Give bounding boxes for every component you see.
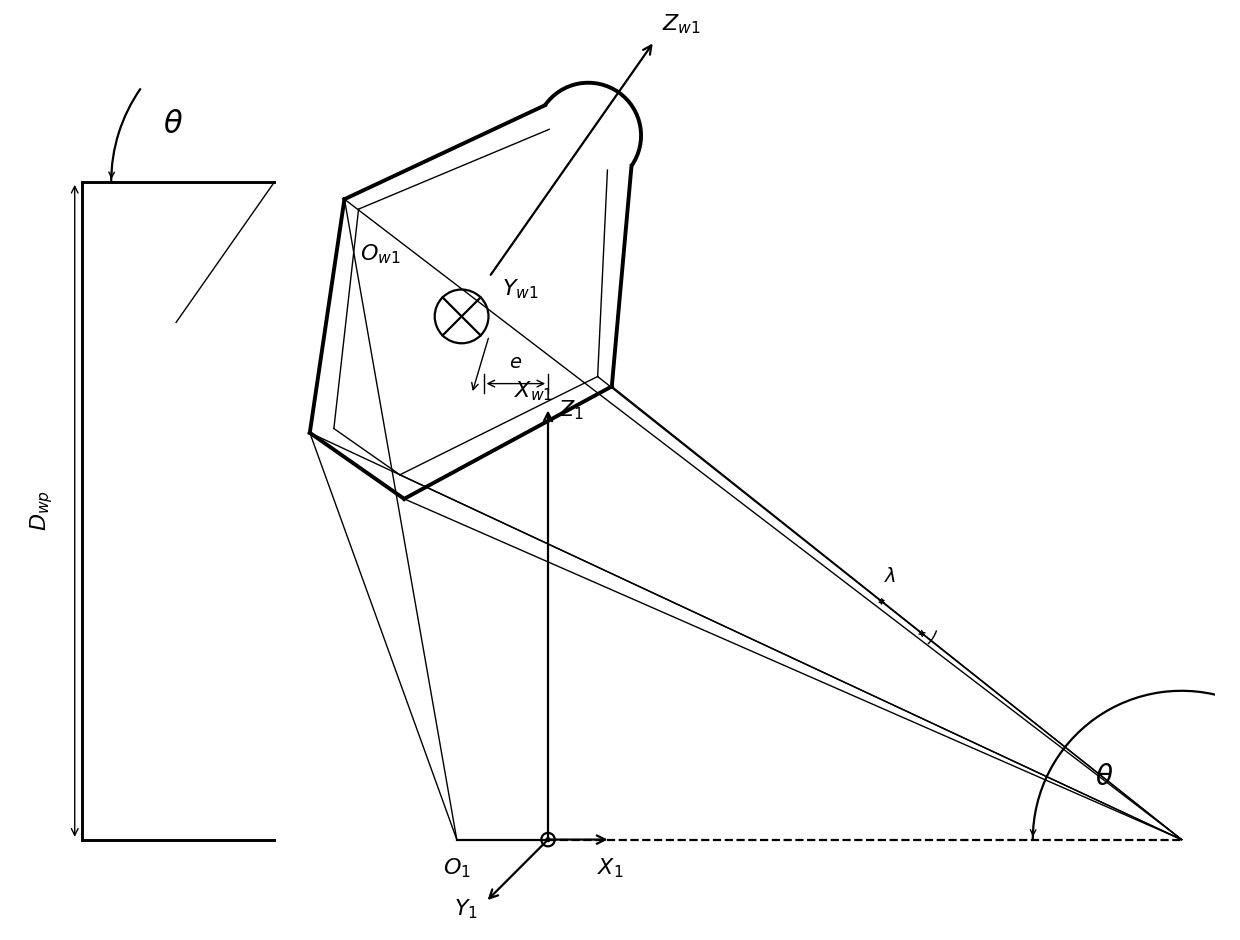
- Text: $X_1$: $X_1$: [598, 857, 624, 881]
- Text: $X_{w1}$: $X_{w1}$: [513, 379, 553, 402]
- Text: $e$: $e$: [510, 353, 522, 372]
- Text: $O_1$: $O_1$: [443, 857, 471, 881]
- Text: $\theta$: $\theta$: [1095, 763, 1114, 791]
- Circle shape: [546, 838, 549, 841]
- Text: $\lambda$: $\lambda$: [884, 567, 897, 586]
- Text: $\theta$: $\theta$: [164, 110, 184, 139]
- Text: $Y_1$: $Y_1$: [454, 897, 477, 921]
- Text: $Z_{w1}$: $Z_{w1}$: [662, 13, 701, 37]
- Text: $O_{w1}$: $O_{w1}$: [360, 243, 401, 266]
- Text: $Y_{w1}$: $Y_{w1}$: [502, 277, 538, 302]
- Text: $D_{wp}$: $D_{wp}$: [29, 491, 56, 531]
- Text: $Z_1$: $Z_1$: [558, 399, 584, 422]
